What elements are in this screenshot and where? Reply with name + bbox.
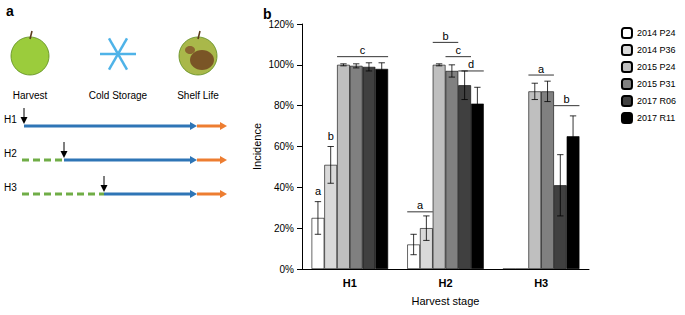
svg-text:a: a [538,63,545,75]
svg-text:120%: 120% [268,19,294,30]
svg-text:H3: H3 [4,182,17,193]
svg-text:100%: 100% [268,59,294,70]
svg-text:Harvest stage: Harvest stage [412,295,480,307]
svg-text:H1: H1 [4,114,17,125]
svg-text:H3: H3 [534,277,548,289]
svg-text:H2: H2 [438,277,452,289]
svg-text:c: c [360,44,366,56]
svg-text:2017 R06: 2017 R06 [637,96,676,106]
svg-text:b: b [442,30,448,42]
svg-text:H2: H2 [4,148,17,159]
svg-text:b: b [564,93,570,105]
svg-text:0%: 0% [280,264,295,275]
svg-text:Harvest: Harvest [13,90,48,101]
svg-text:d: d [468,58,474,70]
svg-text:a: a [417,199,424,211]
svg-text:60%: 60% [274,141,294,152]
svg-text:2017 R11: 2017 R11 [637,113,675,123]
svg-text:2015 P24: 2015 P24 [637,62,676,72]
svg-text:2014 P24: 2014 P24 [637,28,676,38]
svg-text:20%: 20% [274,223,294,234]
svg-text:b: b [263,6,272,22]
svg-text:2015 P31: 2015 P31 [637,79,676,89]
svg-text:Shelf Life: Shelf Life [177,90,219,101]
svg-text:c: c [456,44,462,56]
svg-text:b: b [328,130,334,142]
svg-text:a: a [6,3,14,19]
svg-text:40%: 40% [274,182,294,193]
svg-text:80%: 80% [274,100,294,111]
svg-text:2014 P36: 2014 P36 [637,45,676,55]
svg-text:a: a [315,185,322,197]
svg-text:H1: H1 [343,277,357,289]
svg-text:Cold Storage: Cold Storage [89,90,148,101]
svg-text:Incidence: Incidence [251,123,263,170]
